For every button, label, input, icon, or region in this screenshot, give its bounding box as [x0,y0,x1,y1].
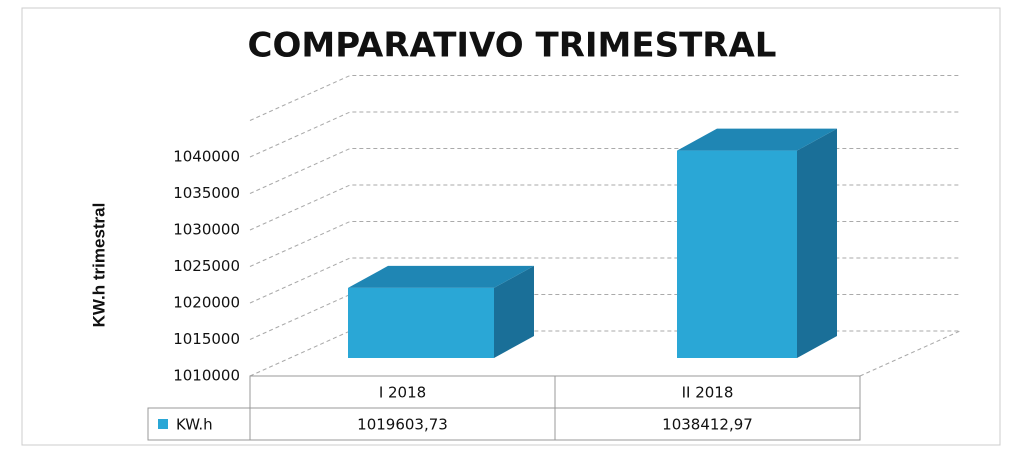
grid-line [249,75,960,121]
grid-line [249,111,960,158]
data-label: 1019603,73 [357,416,448,434]
grid-line [249,184,960,231]
floor-edge [859,330,961,377]
chart-frame [21,7,1001,446]
x-tick-label: I 2018 [379,384,426,402]
bar-top [677,128,837,151]
chart-title: COMPARATIVO TRIMESTRAL [248,26,777,66]
table-cell [554,407,861,441]
grid-line [249,257,960,304]
legend-label: KW.h [176,416,213,434]
table-cell [147,407,251,441]
bar-top [348,265,534,288]
data-label: 1038412,97 [662,416,753,434]
grid-line [249,294,960,340]
grid-line [249,148,960,194]
y-tick-label: 1040000 [173,148,240,166]
x-tick-label: II 2018 [682,384,734,402]
bar [348,287,494,358]
y-tick-label: 1020000 [173,294,240,312]
y-tick-label: 1025000 [173,257,240,275]
bar-side [494,265,534,358]
bar [677,150,797,358]
y-tick-label: 1030000 [173,221,240,239]
y-tick-label: 1010000 [173,367,240,385]
y-axis-label: KW.h trimestral [89,203,108,328]
bar-side [797,128,837,358]
y-tick-label: 1035000 [173,184,240,202]
grid-line [249,221,960,267]
legend-swatch [158,419,168,429]
grid-line [249,330,960,377]
y-tick-label: 1015000 [173,330,240,348]
